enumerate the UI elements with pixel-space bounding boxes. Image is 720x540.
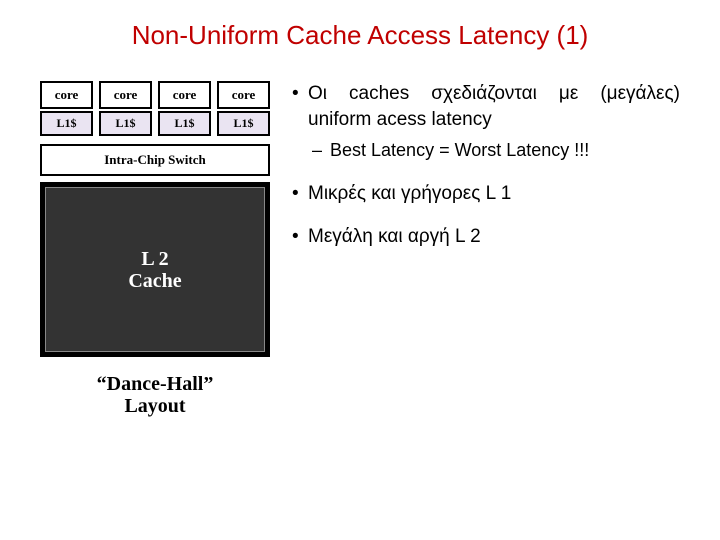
sub-bullet-item: Best Latency = Worst Latency !!! [330,138,680,162]
layout-caption: “Dance-Hall”Layout [40,373,270,417]
bullet-item: Οι caches σχεδιάζονται με (μεγάλες) unif… [308,81,680,163]
l1-box: L1$ [158,111,211,136]
core-box: core [40,81,93,109]
core-box: core [158,81,211,109]
core-row: core core core core [40,81,270,109]
core-box: core [217,81,270,109]
intra-chip-switch: Intra-Chip Switch [40,144,270,176]
core-box: core [99,81,152,109]
l2-inner: L 2Cache [45,187,265,352]
l1-box: L1$ [40,111,93,136]
l1-box: L1$ [217,111,270,136]
bullet-item: Μικρές και γρήγορες L 1 [308,181,680,207]
l2-label: L 2Cache [128,248,181,292]
bullet-item: Μεγάλη και αργή L 2 [308,224,680,250]
diagram: core core core core L1$ L1$ L1$ L1$ Intr… [40,81,270,417]
content-row: core core core core L1$ L1$ L1$ L1$ Intr… [40,81,680,417]
page-title: Non-Uniform Cache Access Latency (1) [40,20,680,51]
bullet-list: Οι caches σχεδιάζονται με (μεγάλες) unif… [290,81,680,417]
l1-row: L1$ L1$ L1$ L1$ [40,111,270,136]
l2-cache: L 2Cache [40,182,270,357]
l1-box: L1$ [99,111,152,136]
bullet-text: Οι caches σχεδιάζονται με (μεγάλες) unif… [308,83,680,130]
